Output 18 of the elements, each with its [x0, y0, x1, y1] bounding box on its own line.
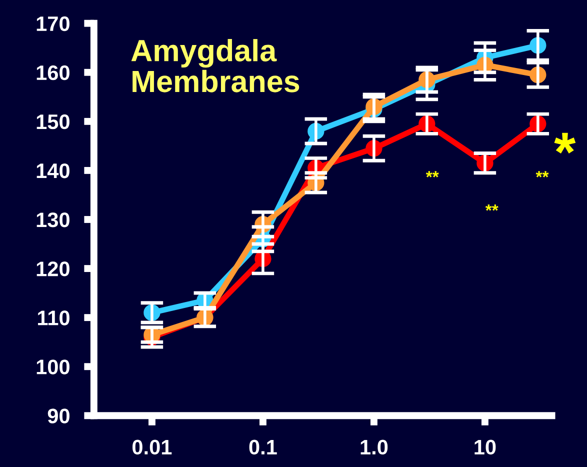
x-tick-label: 10	[474, 440, 496, 455]
y-tick-label: 140	[36, 163, 70, 178]
y-tick-label: 160	[36, 65, 70, 80]
annotation: **	[426, 171, 439, 178]
text: *	[554, 132, 576, 154]
x-tick-label: 0.01	[132, 440, 172, 455]
text: Amygdala Membranes	[131, 39, 300, 92]
y-tick-label: 150	[36, 114, 70, 130]
y-tick-label: 90	[48, 408, 70, 424]
y-tick-label: 130	[36, 212, 70, 228]
y-tick-label: 170	[36, 16, 70, 32]
y-tick-label: 120	[36, 262, 70, 276]
y-tick-label: 110	[38, 310, 70, 326]
y-tick-label: 100	[36, 360, 70, 374]
x-tick-label: 1.0	[360, 440, 388, 455]
annotation: **	[536, 171, 549, 178]
x-tick-label: 0.1	[249, 440, 277, 455]
annotation: **	[485, 204, 498, 211]
